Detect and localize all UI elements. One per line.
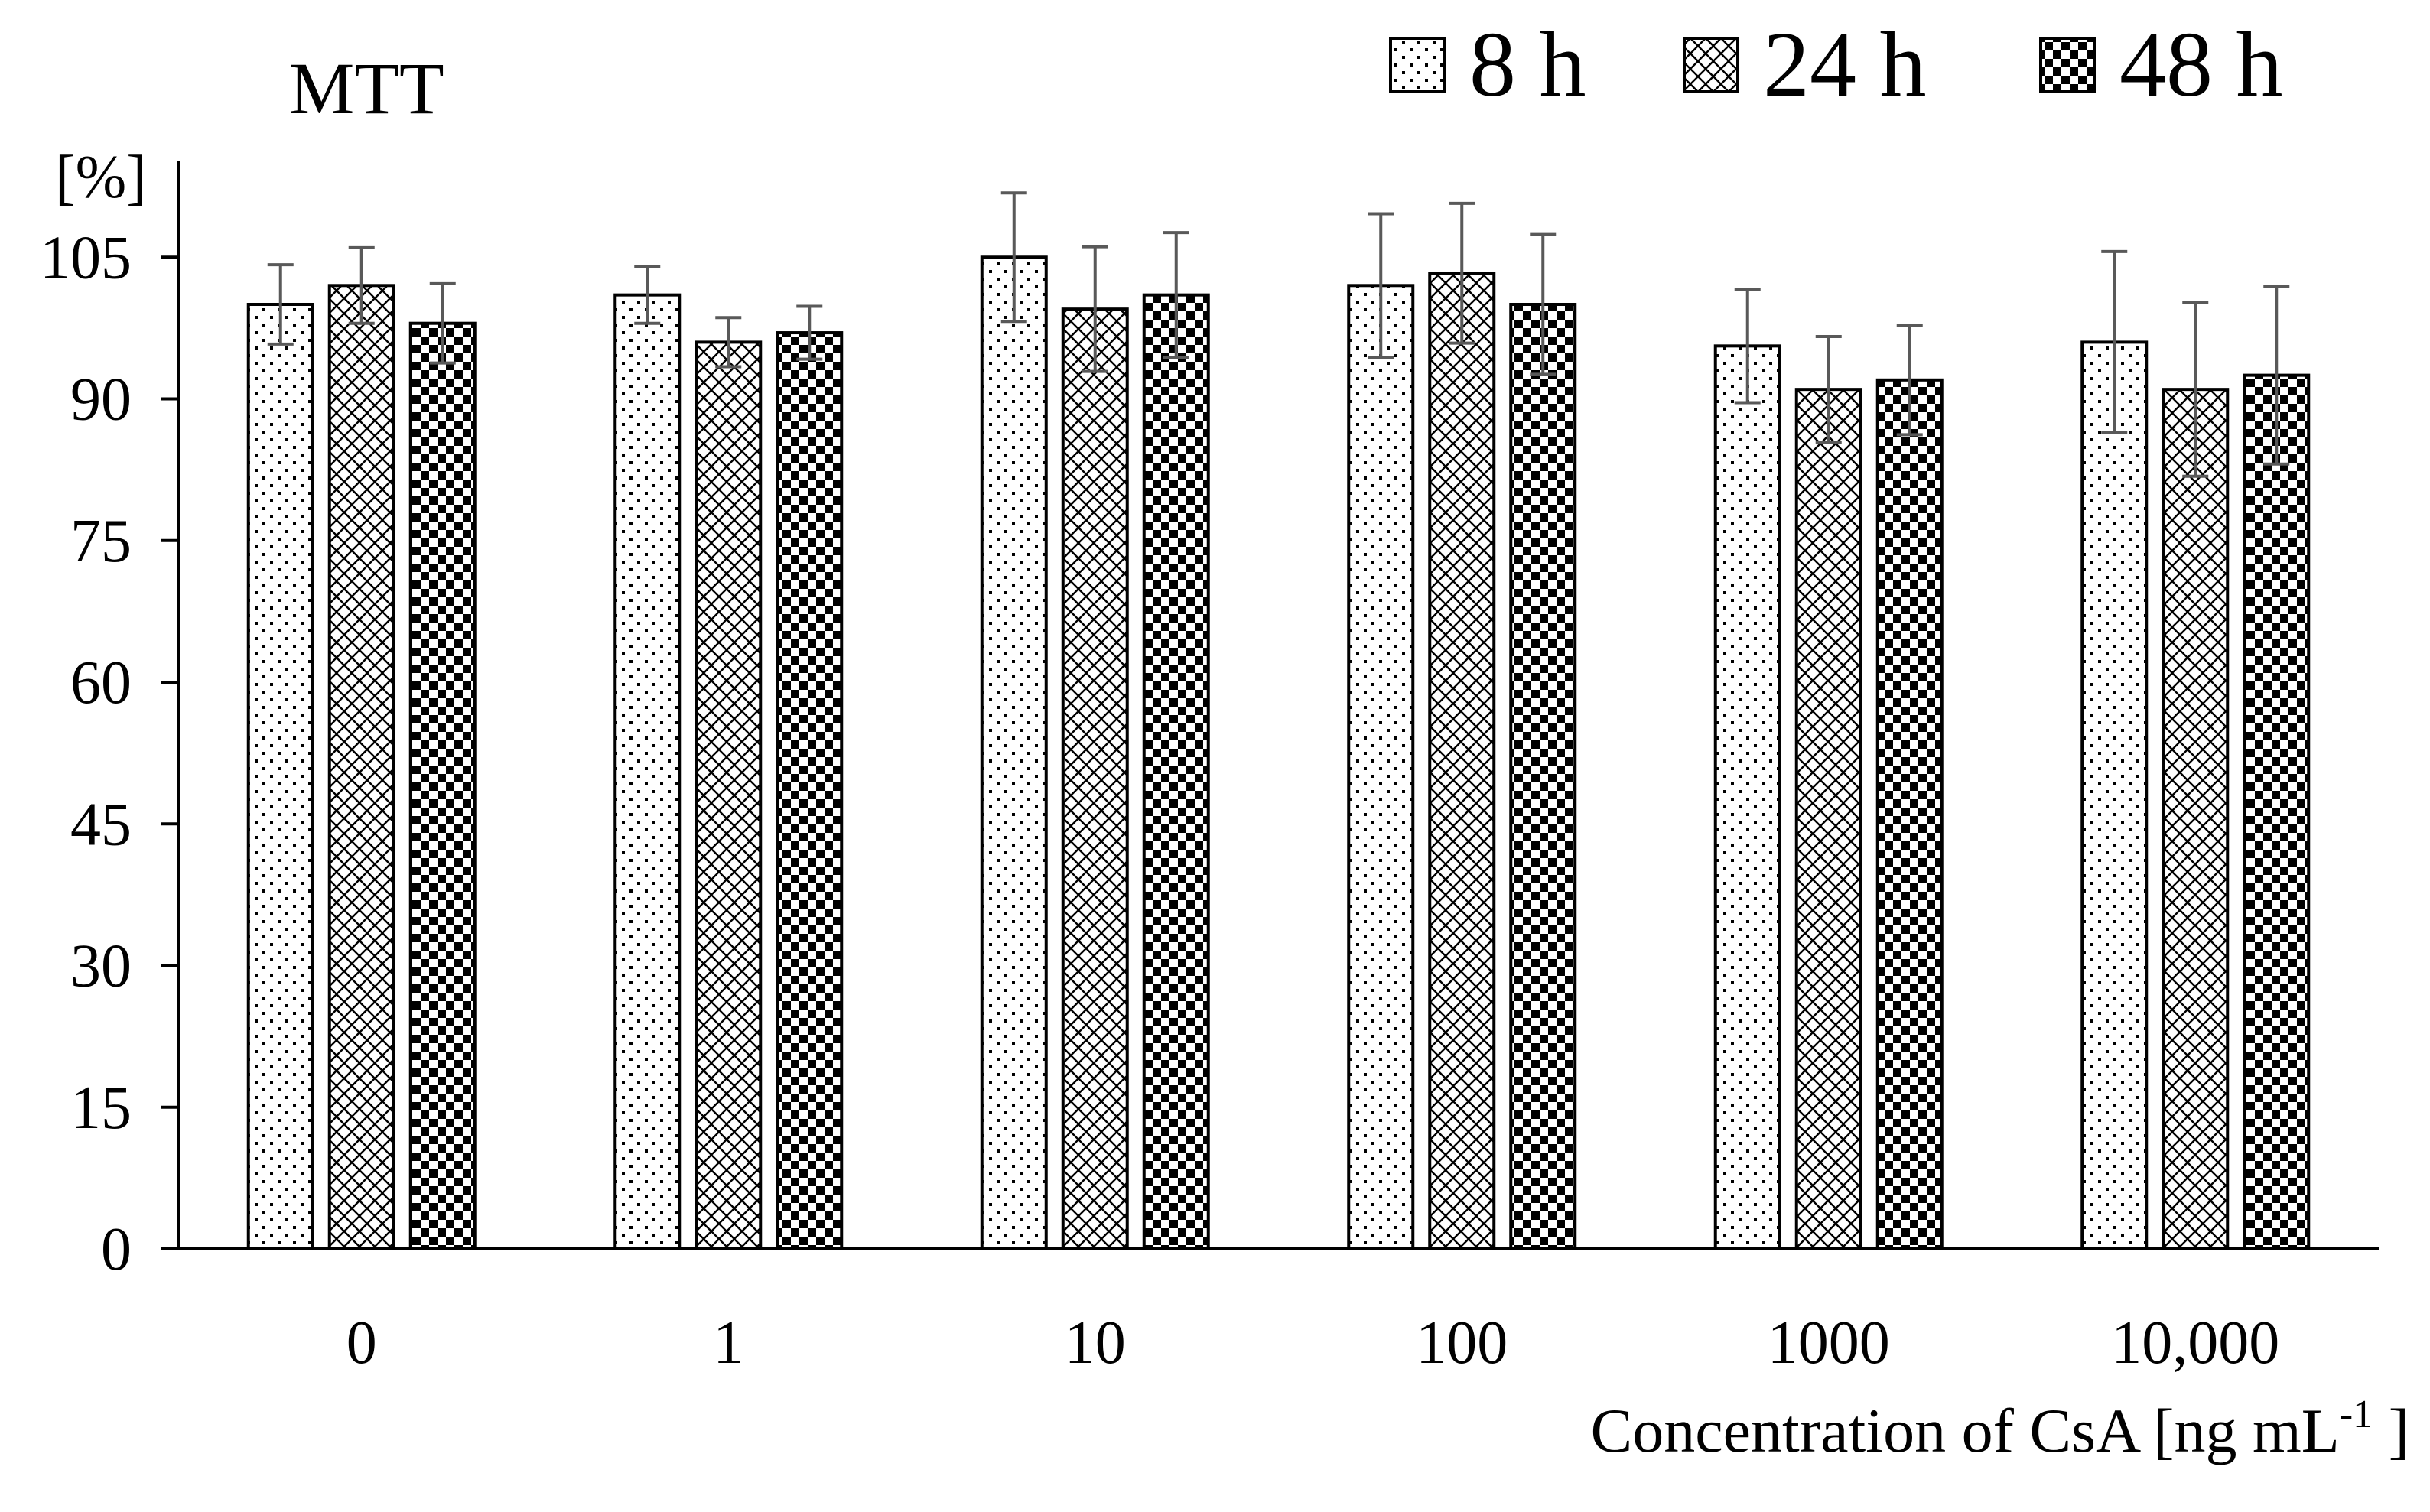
x-tick-label: 1 [713, 1309, 743, 1377]
y-tick-label: 30 [70, 933, 132, 1000]
bar-checker [408, 321, 477, 1251]
y-tick-label: 105 [40, 224, 132, 291]
y-tick-label: 75 [70, 508, 132, 575]
bar-crosshatch [2162, 388, 2230, 1250]
bar-crosshatch [327, 284, 395, 1250]
bar-checker [1509, 303, 1577, 1250]
x-axis-title-superscript: -1 [2340, 1393, 2373, 1436]
x-axis-title-main: Concentration of CsA [ng mL [1591, 1396, 2340, 1465]
x-tick-label: 10 [1065, 1309, 1126, 1377]
bar-dots [1713, 344, 1781, 1251]
bar-dots [1347, 284, 1415, 1250]
y-tick-label: 90 [70, 366, 132, 434]
bar-crosshatch [695, 340, 763, 1250]
bar-dots [613, 293, 682, 1250]
y-axis-label: [%] [55, 144, 147, 211]
legend-label: 48 h [2119, 13, 2283, 116]
x-axis-title-end: ] [2373, 1396, 2409, 1465]
bar-checker [1875, 378, 1944, 1250]
legend-swatch-crosshatch [1683, 37, 1739, 93]
bar-checker [776, 331, 844, 1250]
x-axis: 0 1 10 100 1000 10,000 [178, 1247, 2379, 1377]
bar-checker [1142, 293, 1210, 1250]
legend-label: 24 h [1763, 13, 1927, 116]
legend-swatch-checker [2039, 37, 2096, 93]
x-tick-label: 10,000 [2111, 1309, 2279, 1377]
y-tick-label: 60 [70, 649, 132, 717]
legend-swatch-dots [1389, 37, 1446, 93]
bar-dots [246, 303, 314, 1250]
y-tick-label: 45 [70, 791, 132, 858]
x-tick-label: 1000 [1768, 1309, 1890, 1377]
bar-crosshatch [1061, 307, 1129, 1250]
chart-title: MTT [289, 47, 444, 129]
y-axis: 0 15 30 45 60 75 90 105 [40, 161, 180, 1283]
bars [246, 191, 2311, 1251]
legend-label: 8 h [1469, 13, 1586, 116]
bar-dots [2080, 340, 2149, 1250]
bar-dots [980, 255, 1048, 1250]
x-tick-label: 0 [346, 1309, 377, 1377]
bar-crosshatch [1794, 388, 1862, 1250]
y-tick-label: 15 [70, 1075, 132, 1142]
bar-crosshatch [1428, 272, 1496, 1250]
legend: 8 h 24 h 48 h [1389, 13, 2283, 116]
bar-checker [2243, 373, 2311, 1250]
x-tick-label: 100 [1416, 1309, 1508, 1377]
x-axis-title: Concentration of CsA [ng mL-1 ] [1591, 1393, 2409, 1465]
y-tick-label: 0 [101, 1216, 132, 1283]
